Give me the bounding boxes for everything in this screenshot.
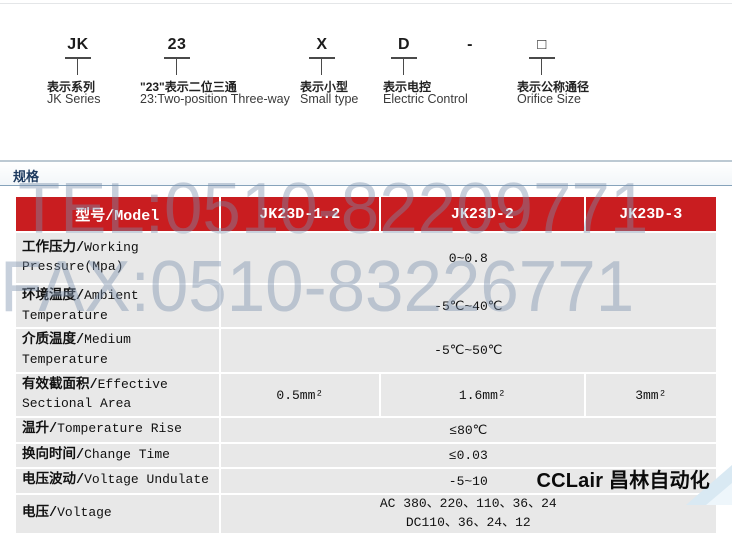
voltage-line-ac: AC 380、220、110、36、24 [379, 495, 557, 511]
header-jk23d-2: JK23D-2 [381, 197, 584, 231]
code-series: JK [67, 36, 89, 53]
table-row: 环境温度/Ambient Temperature -5℃~40℃ [16, 285, 716, 328]
top-divider [0, 3, 732, 4]
section-bar [0, 160, 732, 186]
code-control: D [397, 36, 411, 53]
tick-orifice-stem [541, 59, 542, 75]
row-value: ≤0.03 [220, 443, 716, 468]
tick-control [391, 57, 417, 59]
row-label: 换向时间/Change Time [16, 443, 219, 468]
label-orifice-en: Orifice Size [517, 92, 581, 106]
row-value-col2: 1.6mm² [381, 373, 584, 417]
page-curl-decoration-inner [706, 483, 732, 505]
table-row: 电压波动/Voltage Undulate -5~10 [16, 469, 716, 493]
row-value: -5~10 [220, 469, 716, 493]
label-valve-type-en: 23:Two-position Three-way [140, 92, 290, 106]
row-label: 电压波动/Voltage Undulate [16, 469, 219, 493]
row-label: 工作压力/Working Pressure(Mpa) [16, 233, 219, 283]
table-row: 换向时间/Change Time ≤0.03 [16, 443, 716, 468]
row-label: 有效截面积/Effective Sectional Area [16, 373, 219, 417]
header-jk23d-12: JK23D-1.2 [220, 197, 380, 231]
label-control-en: Electric Control [383, 92, 468, 106]
tick-orifice [529, 57, 555, 59]
label-orifice-zh: 表示公称通径 [517, 80, 590, 94]
header-jk23d-3: JK23D-3 [585, 197, 716, 231]
tick-valve-type [164, 57, 190, 59]
tick-series-stem [77, 59, 78, 75]
label-size-type-zh: 表示小型 [300, 80, 349, 94]
code-dash: - [467, 36, 473, 53]
tick-series [65, 57, 91, 59]
row-label: 电压/Voltage [16, 494, 219, 533]
model-code-legend: JK 表示系列 JK Series 23 "23"表示二位三通 23:Two-p… [0, 0, 732, 150]
table-row: 有效截面积/Effective Sectional Area 0.5mm² 1.… [16, 373, 716, 417]
row-value: ≤80℃ [220, 418, 716, 442]
table-header-row: 型号/Model JK23D-1.2 JK23D-2 JK23D-3 [16, 197, 716, 231]
code-size-type: X [316, 36, 328, 53]
header-model: 型号/Model [16, 197, 219, 231]
label-valve-type-zh: "23"表示二位三通 [140, 80, 237, 94]
row-label: 环境温度/Ambient Temperature [16, 285, 219, 328]
row-value: AC 380、220、110、36、24 DC110、36、24、12 [220, 494, 716, 533]
label-series-zh: 表示系列 [47, 80, 96, 94]
tick-control-stem [403, 59, 404, 75]
row-value-col1: 0.5mm² [220, 373, 380, 417]
row-value: 0~0.8 [220, 233, 716, 283]
table-row: 电压/Voltage AC 380、220、110、36、24 DC110、36… [16, 494, 716, 533]
tick-size-type [309, 57, 335, 59]
tick-size-type-stem [321, 59, 322, 75]
row-value-col3: 3mm² [585, 373, 716, 417]
table-row: 温升/Tomperature Rise ≤80℃ [16, 418, 716, 442]
code-valve-type: 23 [167, 36, 187, 53]
label-series-en: JK Series [47, 92, 101, 106]
label-control-zh: 表示电控 [383, 80, 432, 94]
row-label: 介质温度/Medium Temperature [16, 329, 219, 372]
row-value: -5℃~40℃ [220, 285, 716, 328]
voltage-line-dc: DC110、36、24、12 [405, 514, 531, 530]
row-value: -5℃~50℃ [220, 329, 716, 372]
table-row: 工作压力/Working Pressure(Mpa) 0~0.8 [16, 233, 716, 283]
label-size-type-en: Small type [300, 92, 359, 106]
code-orifice: □ [537, 36, 547, 53]
brand-logo-text: CCLair 昌林自动化 [536, 470, 710, 492]
table-row: 介质温度/Medium Temperature -5℃~50℃ [16, 329, 716, 372]
row-label: 温升/Tomperature Rise [16, 418, 219, 442]
section-title: 规格 [13, 169, 40, 184]
tick-valve-type-stem [176, 59, 177, 75]
